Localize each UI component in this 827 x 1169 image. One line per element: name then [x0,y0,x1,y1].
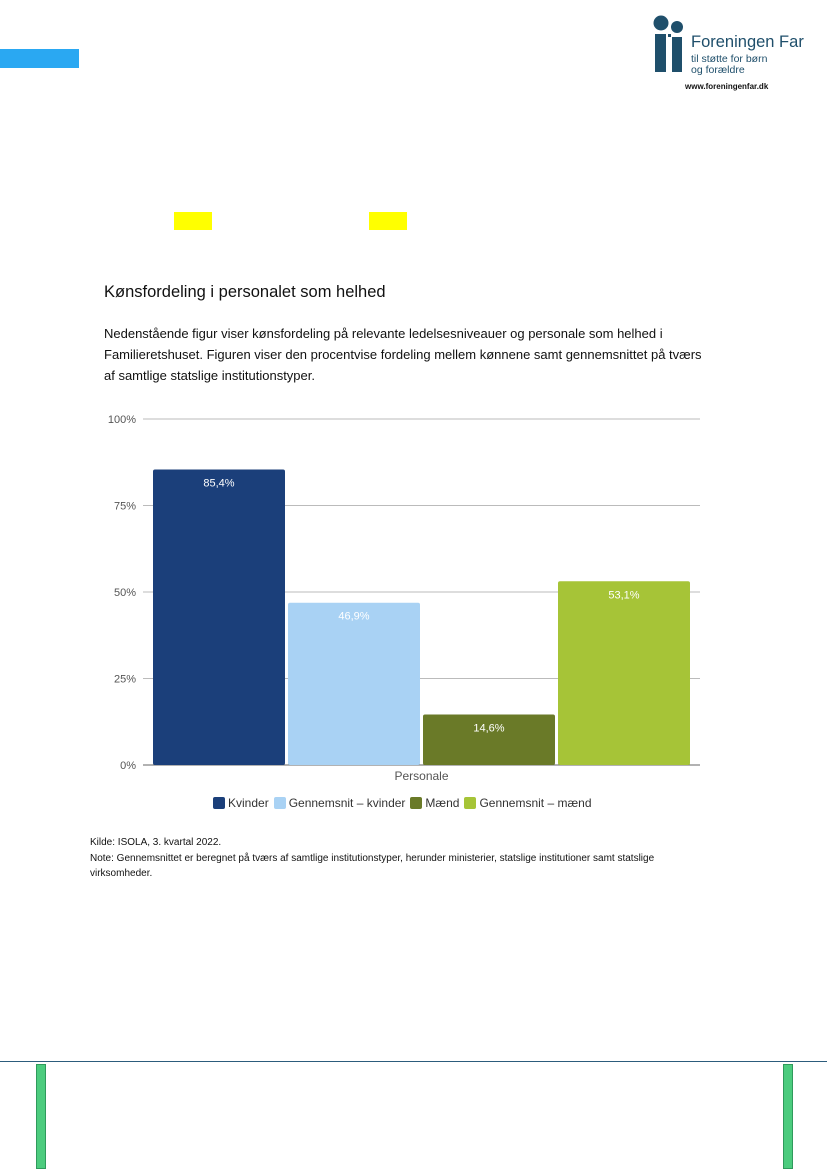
footer-right-bar [783,1064,793,1169]
y-tick-label: 50% [114,587,136,599]
section-heading: Kønsfordeling i personalet som helhed [104,283,386,301]
chart-notes: Kilde: ISOLA, 3. kvartal 2022. Note: Gen… [90,835,710,882]
legend-swatch [410,797,423,809]
legend-item: Kvinder [213,796,269,810]
legend-item: Gennemsnit – mænd [464,796,592,810]
highlight-mark [174,212,212,230]
y-tick-label: 25% [114,674,136,686]
footer-divider [0,1061,827,1062]
legend-label: Kvinder [228,796,269,810]
header-accent-bar [0,49,79,68]
intro-text: Nedenstående figur viser kønsfordeling p… [104,326,702,383]
chart-legend: Kvinder Gennemsnit – kvinder Mænd Gennemsni… [213,795,597,811]
logo-name: Foreningen Far [691,33,804,51]
x-category-label: Personale [394,769,448,783]
data-label: 85,4% [203,478,234,490]
logo-figures-icon [653,15,683,72]
bar-gennemsnit-kvinder [288,602,420,765]
bar-mænd [423,714,555,765]
logo-url: www.foreningenfar.dk [685,82,769,91]
footnote: Note: Gennemsnittet er beregnet på tværs… [90,852,655,880]
legend-label: Mænd [425,796,460,810]
y-tick-label: 0% [120,760,136,772]
intro-paragraph: Nedenstående figur viser kønsfordeling p… [104,323,704,386]
y-tick-label: 75% [114,501,136,513]
y-tick-label: 100% [108,414,136,426]
bar-kvinder [153,469,285,765]
logo-tagline-2: og forældre [691,64,745,76]
legend-label: Gennemsnit – mænd [479,796,592,810]
legend-item: Mænd [410,796,459,810]
data-label: 14,6% [473,722,504,734]
legend-label: Gennemsnit – kvinder [288,796,406,810]
legend-swatch [273,797,286,809]
footer-left-bar [36,1064,46,1169]
highlight-mark [369,212,407,230]
logo-tagline: til støtte for børn [691,53,768,65]
data-label: 46,9% [338,611,369,623]
bar-gennemsnit-mænd [558,581,690,765]
gender-distribution-chart: 0% 25% 50% 75% 100% 85,4% 46,9% 14,6% 53,1% Perso… [108,414,700,783]
data-label: 53,1% [608,589,639,601]
legend-swatch [213,797,225,809]
source-note: Kilde: ISOLA, 3. kvartal 2022. [90,837,222,848]
legend-swatch [464,797,477,809]
foreningen-far-logo: Foreningen Far til støtte for børn og fo… [651,14,804,94]
legend-item: Gennemsnit – kvinder [273,796,406,810]
